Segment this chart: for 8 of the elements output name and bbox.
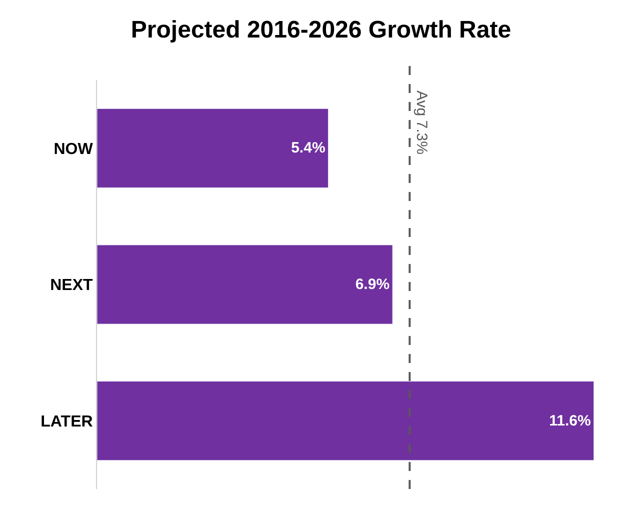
data-label: 6.9% — [355, 276, 390, 293]
ref-line-label: Avg 7.3% — [412, 90, 430, 154]
y-tick-label: NEXT — [50, 277, 94, 294]
chart-title: Projected 2016-2026 Growth Rate — [130, 16, 512, 44]
data-label: 5.4% — [291, 140, 326, 157]
y-tick-label: LATER — [40, 413, 94, 430]
data-label: 11.6% — [549, 412, 591, 430]
y-tick-label: NOW — [54, 140, 94, 158]
